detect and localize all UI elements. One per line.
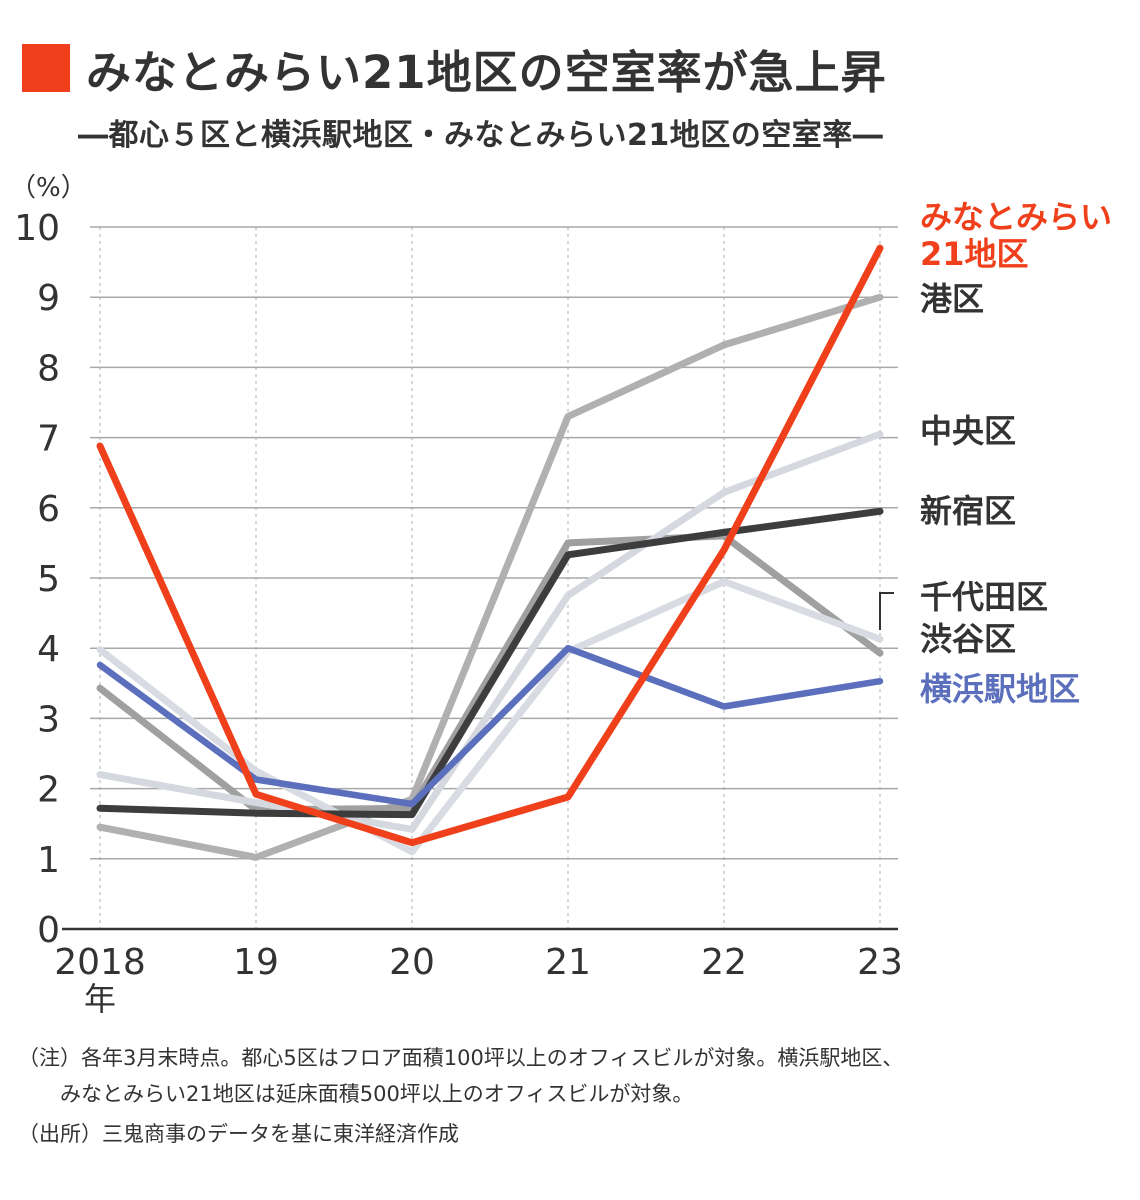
y-tick-label: 0 — [37, 910, 60, 951]
series-line — [96, 532, 884, 814]
y-tick-label: 6 — [37, 489, 60, 530]
series-end-label: 新宿区 — [920, 492, 1016, 530]
label-leader-bracket — [879, 592, 894, 630]
chart-title: みなとみらい21地区の空室率が急上昇 — [86, 45, 887, 99]
x-tick-label: 20 — [389, 942, 435, 983]
x-tick-label: 2018 — [54, 942, 146, 983]
title-row: みなとみらい21地区の空室率が急上昇 — [22, 38, 887, 99]
series-line — [96, 293, 884, 861]
series-end-label: 中央区 — [920, 412, 1016, 450]
y-tick-label: 3 — [37, 699, 60, 740]
y-axis-unit: （%） — [10, 173, 87, 203]
series-line — [96, 430, 884, 833]
source-note: （出所）三鬼商事のデータを基に東洋経済作成 — [18, 1122, 459, 1146]
series-end-label: 港区 — [920, 280, 984, 318]
x-axis-unit: 年 — [84, 980, 116, 1018]
x-tick-label: 21 — [545, 942, 591, 983]
series-end-label: 横浜駅地区 — [920, 670, 1080, 708]
y-tick-label: 9 — [37, 278, 60, 319]
title-marker — [22, 44, 70, 92]
y-tick-label: 2 — [37, 770, 60, 811]
series-line — [96, 244, 884, 847]
chart-subtitle: ―都心５区と横浜駅地区・みなとみらい21地区の空室率― — [78, 118, 884, 153]
note-line-2: みなとみらい21地区は延床面積500坪以上のオフィスビルが対象。 — [18, 1082, 694, 1106]
x-tick-label: 22 — [701, 942, 747, 983]
x-tick-label: 19 — [233, 942, 279, 983]
y-tick-label: 1 — [37, 840, 60, 881]
series-line — [96, 578, 884, 856]
series-line — [96, 644, 884, 808]
series-end-label: みなとみらい — [920, 198, 1112, 236]
x-tick-label: 23 — [857, 942, 903, 983]
series-end-label: 渋谷区 — [920, 620, 1016, 658]
series-end-label: 千代田区 — [920, 578, 1048, 616]
y-tick-label: 4 — [37, 629, 60, 670]
series-end-label: 21地区 — [920, 235, 1029, 273]
series-line — [96, 507, 884, 819]
y-tick-label: 5 — [37, 559, 60, 600]
y-tick-label: 7 — [37, 419, 60, 460]
y-tick-label: 8 — [37, 348, 60, 389]
note-line-1: （注）各年3月末時点。都心5区はフロア面積100坪以上のオフィスビルが対象。横浜… — [18, 1046, 904, 1070]
y-tick-label: 10 — [14, 208, 60, 249]
